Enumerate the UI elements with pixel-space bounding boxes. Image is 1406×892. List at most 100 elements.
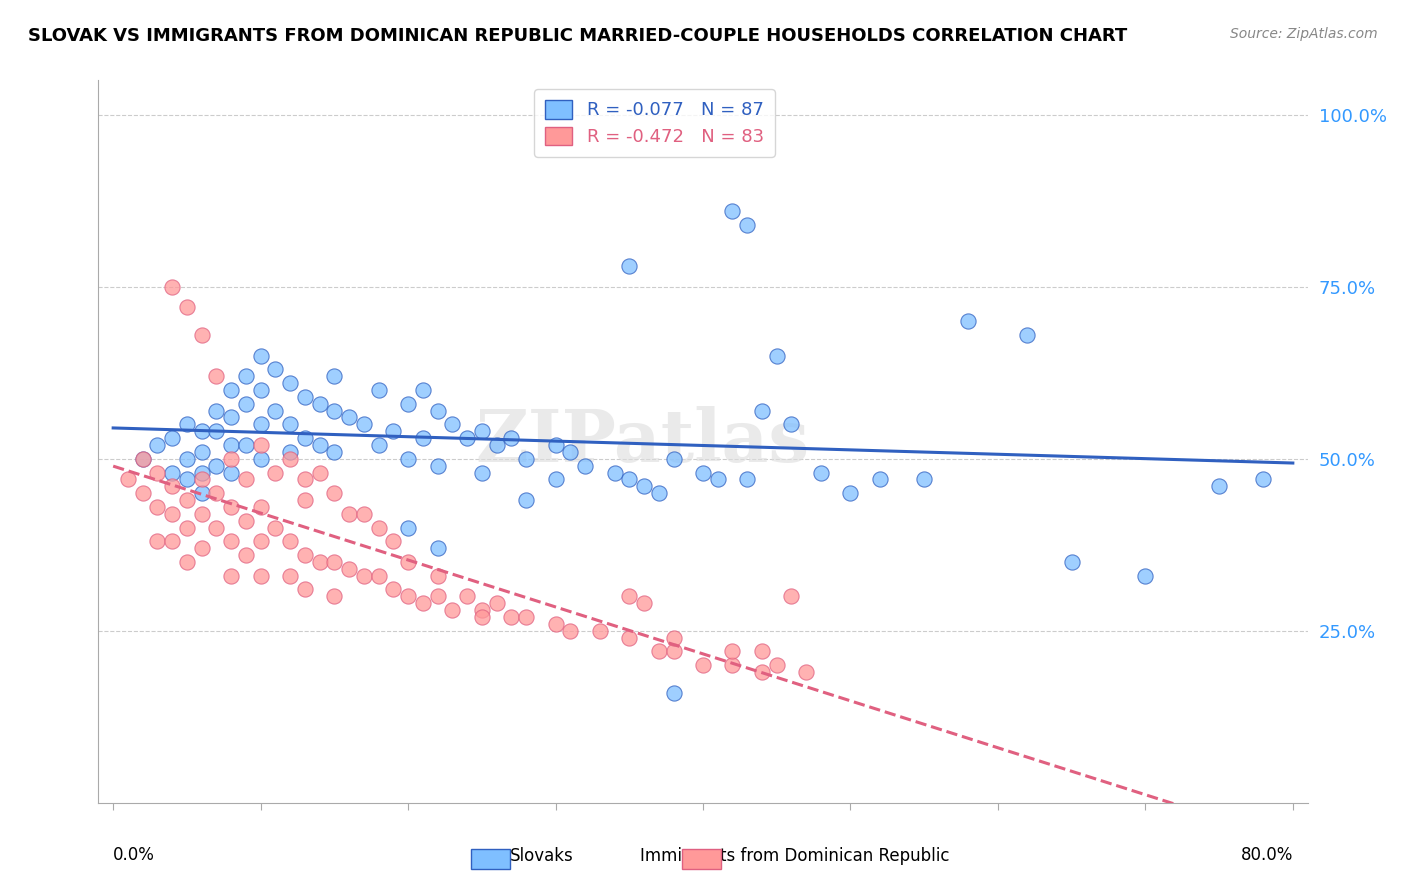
Point	[190, 466, 212, 480]
Point	[294, 390, 316, 404]
Point	[426, 541, 449, 556]
Point	[219, 410, 242, 425]
Point	[751, 644, 773, 658]
Point	[735, 218, 758, 232]
Point	[308, 555, 330, 569]
Point	[176, 451, 198, 466]
Point	[249, 349, 271, 363]
Point	[278, 417, 301, 432]
Point	[367, 520, 389, 534]
Point	[337, 410, 360, 425]
Point	[456, 590, 478, 604]
Text: Slovaks: Slovaks	[509, 847, 574, 865]
Point	[249, 568, 271, 582]
Point	[1208, 479, 1230, 493]
Point	[278, 445, 301, 459]
Point	[1017, 327, 1039, 342]
Point	[456, 431, 478, 445]
Point	[794, 665, 817, 679]
Point	[323, 590, 346, 604]
Point	[323, 403, 346, 417]
Point	[176, 520, 198, 534]
Point	[190, 472, 212, 486]
Point	[294, 548, 316, 562]
Point	[146, 466, 169, 480]
Point	[751, 665, 773, 679]
Point	[278, 534, 301, 549]
Point	[294, 431, 316, 445]
Point	[589, 624, 612, 638]
Point	[323, 445, 346, 459]
Point	[308, 466, 330, 480]
Point	[603, 466, 626, 480]
Point	[367, 438, 389, 452]
Point	[294, 582, 316, 597]
Point	[515, 610, 537, 624]
Point	[471, 424, 494, 438]
Point	[160, 466, 183, 480]
Point	[205, 520, 228, 534]
Point	[426, 568, 449, 582]
Point	[367, 383, 389, 397]
Point	[278, 568, 301, 582]
Point	[869, 472, 891, 486]
Point	[249, 438, 271, 452]
Point	[131, 486, 153, 500]
Point	[249, 534, 271, 549]
Point	[264, 466, 287, 480]
Text: Source: ZipAtlas.com: Source: ZipAtlas.com	[1230, 27, 1378, 41]
Point	[249, 451, 271, 466]
Point	[396, 451, 419, 466]
Point	[648, 644, 671, 658]
Point	[219, 500, 242, 514]
Point	[235, 548, 257, 562]
Point	[441, 603, 464, 617]
Point	[219, 534, 242, 549]
Point	[160, 279, 183, 293]
Point	[219, 466, 242, 480]
Point	[264, 403, 287, 417]
Point	[544, 472, 567, 486]
Text: 80.0%: 80.0%	[1240, 847, 1294, 864]
Point	[692, 658, 714, 673]
Point	[323, 369, 346, 384]
Point	[278, 376, 301, 390]
Point	[1253, 472, 1275, 486]
Point	[662, 631, 685, 645]
Point	[501, 431, 523, 445]
Point	[765, 658, 787, 673]
Point	[235, 438, 257, 452]
Point	[205, 424, 228, 438]
Point	[485, 438, 508, 452]
Point	[160, 479, 183, 493]
Point	[249, 383, 271, 397]
Point	[721, 644, 744, 658]
Point	[235, 397, 257, 411]
Point	[219, 383, 242, 397]
Point	[619, 590, 641, 604]
Point	[337, 562, 360, 576]
Point	[662, 686, 685, 700]
Point	[205, 458, 228, 473]
Point	[735, 472, 758, 486]
Point	[515, 493, 537, 508]
Point	[560, 445, 582, 459]
Point	[780, 590, 803, 604]
Point	[176, 493, 198, 508]
Point	[396, 590, 419, 604]
Point	[382, 424, 405, 438]
Point	[780, 417, 803, 432]
Point	[662, 644, 685, 658]
Point	[619, 631, 641, 645]
Point	[131, 451, 153, 466]
Point	[501, 610, 523, 624]
Point	[367, 568, 389, 582]
Point	[190, 486, 212, 500]
Point	[1060, 555, 1083, 569]
Point	[515, 451, 537, 466]
Point	[353, 417, 375, 432]
Point	[146, 438, 169, 452]
Point	[117, 472, 139, 486]
Point	[294, 472, 316, 486]
Point	[382, 534, 405, 549]
